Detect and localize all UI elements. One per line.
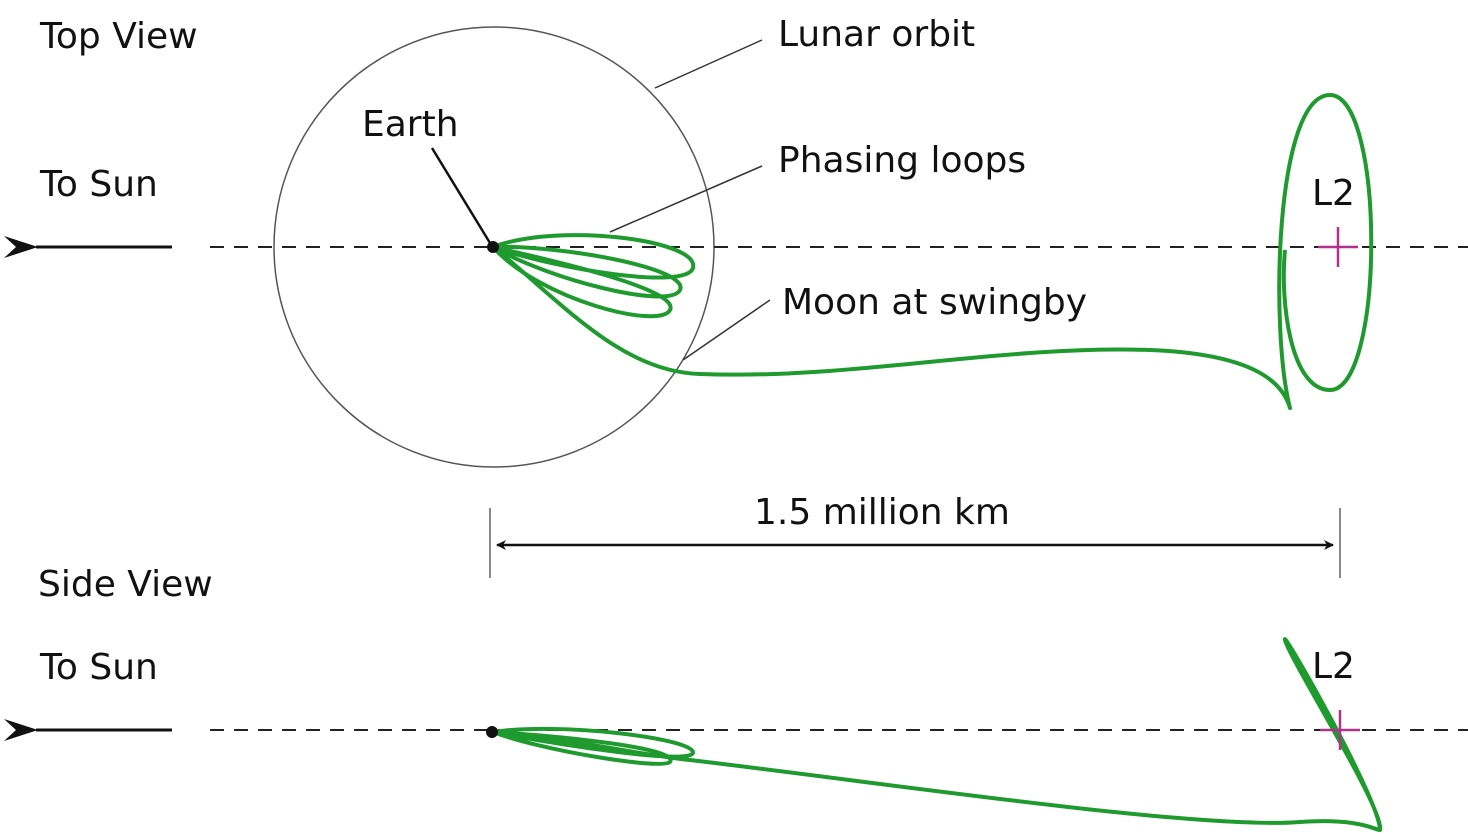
- earth-label: Earth: [362, 104, 459, 145]
- to-sun-label: To Sun: [39, 164, 158, 205]
- side-trajectory: [492, 637, 1383, 832]
- scale-label: 1.5 million km: [754, 492, 1010, 533]
- leader-line: [654, 39, 763, 89]
- to-sun-label: To Sun: [39, 647, 158, 688]
- top-view-title: Top View: [39, 16, 198, 57]
- l2-label: L2: [1312, 173, 1355, 214]
- phasing-loops: [491, 233, 696, 319]
- earth-dot: [487, 241, 499, 253]
- moon-at-swingby-label: Moon at swingby: [782, 282, 1087, 323]
- phasing-loops-label: Phasing loops: [778, 140, 1026, 181]
- leader-line: [682, 299, 771, 361]
- lunar-orbit-label: Lunar orbit: [778, 14, 975, 55]
- leader-line: [609, 165, 763, 233]
- earth-dot: [486, 726, 498, 738]
- transfer-trajectory: [491, 93, 1374, 410]
- side-view-title: Side View: [38, 564, 213, 605]
- leader-line: [430, 147, 492, 244]
- l2-label: L2: [1312, 646, 1355, 687]
